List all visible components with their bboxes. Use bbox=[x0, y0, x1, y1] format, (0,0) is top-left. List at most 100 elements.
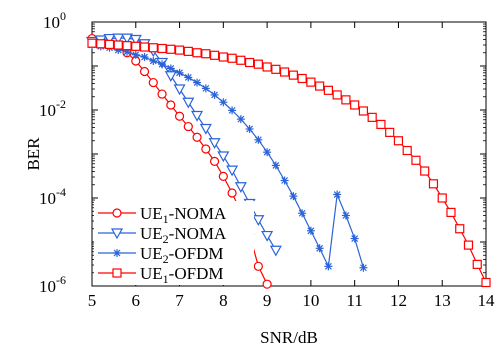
data-point bbox=[271, 64, 281, 74]
data-point bbox=[112, 33, 125, 45]
series-line bbox=[91, 37, 277, 251]
x-tick-label: 11 bbox=[346, 291, 362, 310]
data-point bbox=[201, 49, 211, 59]
legend-label: UE1-NOMA bbox=[140, 204, 227, 226]
marker-stroke bbox=[289, 192, 297, 200]
marker-stroke bbox=[351, 235, 359, 242]
data-point bbox=[166, 100, 176, 110]
data-point bbox=[103, 33, 116, 45]
marker-stroke bbox=[254, 136, 262, 144]
data-point bbox=[324, 262, 333, 271]
data-point bbox=[350, 234, 359, 243]
data-point bbox=[234, 182, 247, 194]
legend-label: UE1-OFDM bbox=[140, 264, 223, 286]
x-axis-label: SNR/dB bbox=[260, 328, 318, 347]
data-point bbox=[358, 106, 369, 116]
series-ue1-ofdm bbox=[87, 38, 491, 288]
data-point bbox=[262, 62, 272, 72]
y-tick-label: 10-2 bbox=[39, 97, 66, 120]
data-point bbox=[218, 52, 228, 62]
data-point bbox=[104, 39, 115, 49]
data-point bbox=[131, 41, 141, 51]
legend-entry: UE2-OFDM bbox=[98, 244, 223, 266]
data-point bbox=[306, 77, 316, 87]
data-point bbox=[481, 277, 491, 288]
data-point bbox=[87, 38, 97, 48]
data-point bbox=[183, 46, 193, 56]
marker-stroke bbox=[281, 177, 289, 184]
y-axis-label: BER bbox=[24, 137, 43, 171]
data-point bbox=[227, 53, 237, 63]
x-tick-label: 12 bbox=[390, 291, 407, 310]
marker-stroke bbox=[333, 191, 341, 198]
data-point bbox=[341, 95, 351, 105]
data-point bbox=[129, 34, 142, 46]
marker-stroke bbox=[211, 91, 219, 99]
data-point bbox=[210, 90, 219, 99]
data-point bbox=[227, 188, 237, 198]
data-point bbox=[376, 119, 386, 130]
data-point bbox=[236, 115, 245, 124]
data-point bbox=[158, 60, 167, 69]
data-point bbox=[199, 123, 212, 135]
data-point bbox=[228, 106, 237, 115]
series-ue2-ofdm bbox=[88, 41, 368, 272]
data-point bbox=[253, 59, 263, 69]
marker-stroke bbox=[342, 212, 350, 219]
data-point bbox=[298, 209, 307, 218]
data-point bbox=[385, 127, 395, 137]
data-point bbox=[192, 48, 202, 58]
marker-stroke bbox=[246, 125, 254, 133]
data-point bbox=[157, 89, 167, 99]
marker-stroke bbox=[184, 73, 192, 81]
data-point bbox=[148, 43, 158, 53]
marker-stroke bbox=[272, 161, 280, 169]
data-point bbox=[289, 192, 298, 201]
data-point bbox=[437, 193, 447, 203]
marker-stroke bbox=[141, 53, 148, 61]
data-point bbox=[367, 112, 377, 122]
x-tick-label: 10 bbox=[302, 291, 319, 310]
marker-stroke bbox=[113, 249, 121, 257]
data-point bbox=[245, 57, 255, 68]
data-point bbox=[166, 64, 175, 73]
x-tick-label: 13 bbox=[434, 291, 451, 310]
data-point bbox=[175, 68, 184, 77]
data-point bbox=[253, 261, 263, 271]
data-point bbox=[261, 230, 274, 242]
data-point bbox=[288, 70, 298, 80]
data-point bbox=[393, 136, 404, 146]
data-point bbox=[157, 43, 167, 54]
x-tick-label: 8 bbox=[219, 291, 228, 310]
data-point bbox=[217, 151, 230, 163]
legend-marker bbox=[113, 249, 121, 257]
y-tick-label: 10-4 bbox=[39, 185, 66, 208]
data-point bbox=[174, 111, 185, 121]
x-tick-label: 6 bbox=[132, 291, 141, 310]
data-point bbox=[174, 45, 185, 55]
data-point bbox=[455, 224, 465, 234]
data-point bbox=[139, 42, 150, 52]
legend-marker bbox=[110, 228, 124, 240]
data-point bbox=[402, 145, 412, 156]
marker-stroke bbox=[158, 60, 166, 68]
data-point bbox=[315, 81, 325, 91]
x-tick-label: 5 bbox=[88, 291, 97, 310]
data-point bbox=[359, 263, 368, 272]
marker-stroke bbox=[359, 264, 367, 272]
marker-stroke bbox=[176, 69, 183, 77]
data-point bbox=[341, 211, 350, 220]
data-point bbox=[306, 226, 315, 235]
data-point bbox=[140, 53, 149, 62]
legend-marker bbox=[112, 208, 122, 218]
data-point bbox=[280, 176, 289, 185]
marker-stroke bbox=[202, 84, 210, 92]
data-point bbox=[201, 84, 210, 93]
data-point bbox=[192, 132, 202, 142]
marker-stroke bbox=[324, 262, 332, 270]
data-point bbox=[252, 215, 265, 227]
x-tick-label: 14 bbox=[478, 291, 496, 310]
legend-entry: UE1-OFDM bbox=[98, 264, 223, 286]
